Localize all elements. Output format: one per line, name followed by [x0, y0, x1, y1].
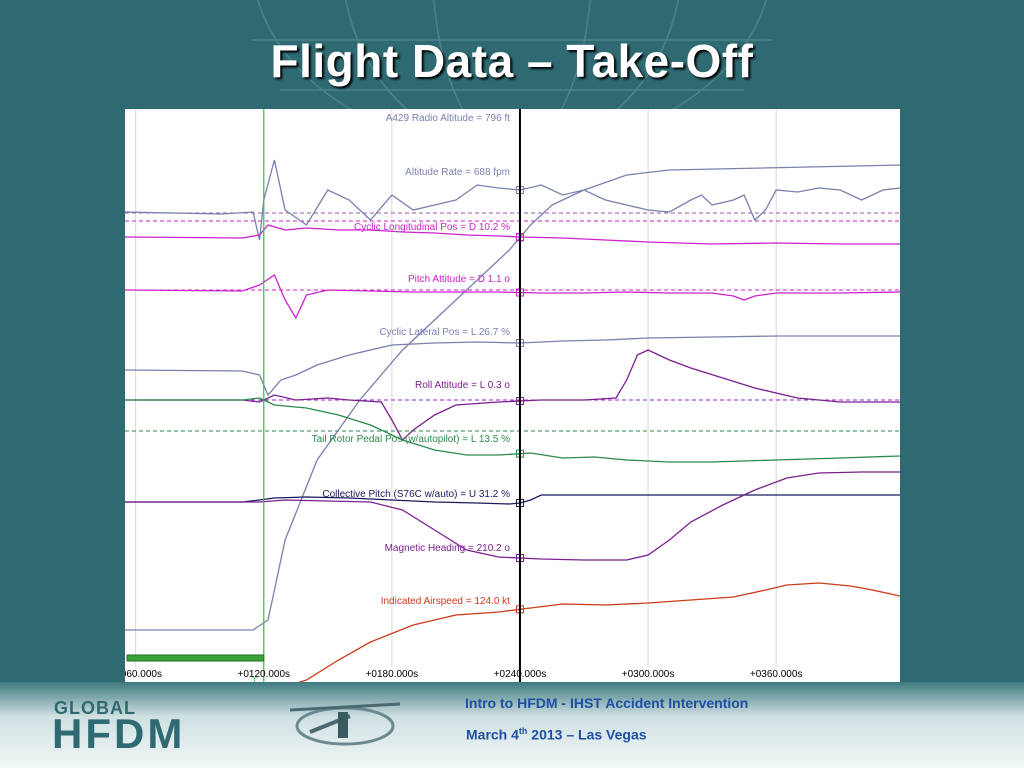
x-tick-label-3: +0240.000s [494, 669, 547, 680]
series-label-4: Cyclic Lateral Pos = L 26.7 % [379, 327, 510, 338]
marker-label: T [252, 676, 258, 685]
series-label-6: Tail Rotor Pedal Pos (w/autopilot) = L 1… [312, 434, 510, 445]
helicopter-logo-icon [289, 702, 401, 746]
series-line-4 [125, 335, 900, 397]
x-tick-label-4: +0300.000s [622, 669, 675, 680]
time-range-bar [126, 654, 265, 662]
x-tick-label-1: +0120.000s [237, 669, 290, 680]
series-label-2: Cyclic Longitudinal Pos = D 10.2 % [354, 222, 510, 233]
flight-data-chart: A429 Radio Altitude = 796 ft Altitude Rat… [125, 109, 900, 685]
series-line-5 [125, 349, 900, 442]
footer-date-sup: th [518, 726, 528, 736]
x-tick-label-2: +0180.000s [366, 669, 419, 680]
series-label-5: Roll Attitude = L 0.3 o [415, 380, 510, 391]
logo-global-text: GLOBAL [54, 698, 136, 718]
series-label-3: Pitch Attitude = D 1.1 o [408, 274, 510, 285]
series-line-0 [125, 164, 900, 631]
series-line-1 [125, 159, 900, 241]
series-line-7 [125, 494, 900, 505]
slide-title: Flight Data – Take-Off [270, 35, 754, 87]
series-line-8 [125, 471, 900, 561]
series-label-1: Altitude Rate = 688 fpm [405, 167, 510, 178]
series-line-2 [125, 224, 900, 245]
series-line-9 [288, 582, 900, 685]
logo-hfdm-text: HFDM [52, 710, 186, 757]
series-label-7: Collective Pitch (S76C w/auto) = U 31.2 … [322, 489, 510, 500]
x-tick-label-0: +0060.000s [125, 669, 162, 680]
footer-band: GLOBAL HFDM Intro to HFDM - IHST Acciden… [0, 682, 1024, 768]
series-label-9: Indicated Airspeed = 124.0 kt [381, 596, 510, 607]
series-line-3 [125, 274, 900, 320]
series-line-6 [125, 397, 900, 463]
chart-canvas: A429 Radio Altitude = 796 ft Altitude Rat… [125, 109, 900, 685]
footer-date-prefix: March 4 [466, 726, 519, 743]
footer-date-location: March 4th 2013 – Las Vegas [466, 726, 647, 743]
series-label-0: A429 Radio Altitude = 796 ft [386, 113, 510, 124]
footer-course-title: Intro to HFDM - IHST Accident Interventi… [465, 695, 749, 711]
x-tick-label-5: +0360.000s [750, 669, 803, 680]
footer-date-suffix: 2013 – Las Vegas [527, 726, 647, 743]
series-label-8: Magnetic Heading = 210.2 o [385, 543, 511, 554]
